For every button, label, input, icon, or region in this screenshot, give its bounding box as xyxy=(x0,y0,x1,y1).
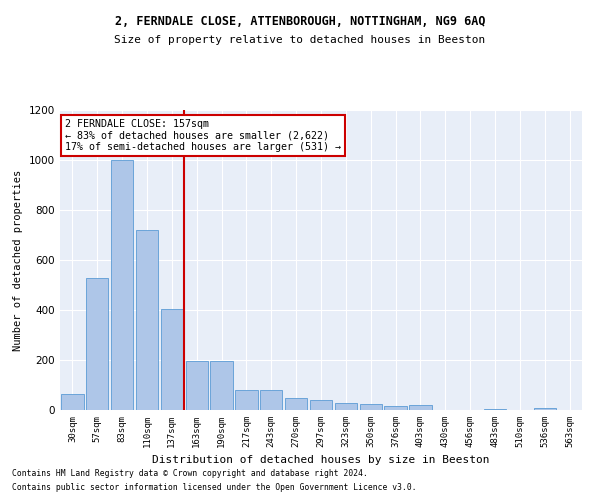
Bar xyxy=(285,398,307,410)
Bar xyxy=(359,404,382,410)
Bar xyxy=(185,361,208,410)
Text: Size of property relative to detached houses in Beeston: Size of property relative to detached ho… xyxy=(115,35,485,45)
Bar xyxy=(61,394,83,410)
Bar xyxy=(86,278,109,410)
Text: 2, FERNDALE CLOSE, ATTENBOROUGH, NOTTINGHAM, NG9 6AQ: 2, FERNDALE CLOSE, ATTENBOROUGH, NOTTING… xyxy=(115,15,485,28)
Y-axis label: Number of detached properties: Number of detached properties xyxy=(13,170,23,350)
Bar xyxy=(533,408,556,410)
Bar xyxy=(111,160,133,410)
Bar xyxy=(310,400,332,410)
Bar xyxy=(211,361,233,410)
Bar xyxy=(484,409,506,410)
Bar xyxy=(235,390,257,410)
Bar xyxy=(161,308,183,410)
Bar xyxy=(136,230,158,410)
Text: Contains HM Land Registry data © Crown copyright and database right 2024.: Contains HM Land Registry data © Crown c… xyxy=(12,468,368,477)
Bar xyxy=(385,406,407,410)
X-axis label: Distribution of detached houses by size in Beeston: Distribution of detached houses by size … xyxy=(152,456,490,466)
Bar xyxy=(260,390,283,410)
Bar xyxy=(409,405,431,410)
Text: 2 FERNDALE CLOSE: 157sqm
← 83% of detached houses are smaller (2,622)
17% of sem: 2 FERNDALE CLOSE: 157sqm ← 83% of detach… xyxy=(65,119,341,152)
Bar xyxy=(335,402,357,410)
Text: Contains public sector information licensed under the Open Government Licence v3: Contains public sector information licen… xyxy=(12,484,416,492)
